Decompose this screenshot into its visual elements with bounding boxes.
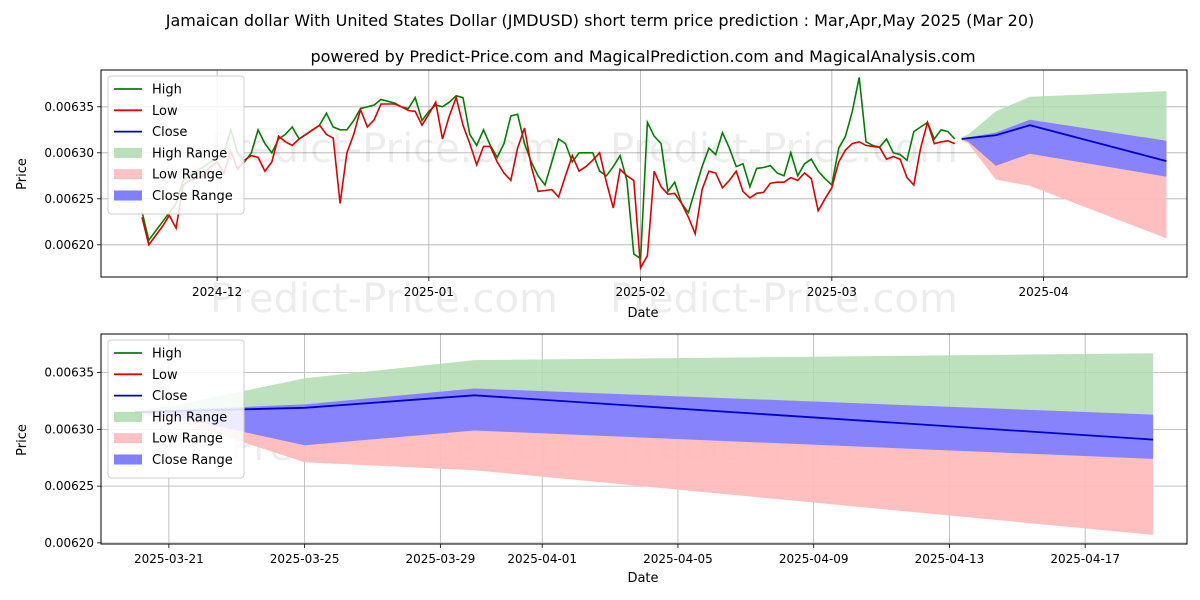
legend-label: High Range (152, 410, 227, 425)
history-x-axis-label: Date (627, 306, 658, 321)
y-tick-label: 0.00635 (44, 366, 94, 380)
forecast-panel: Predict-Price.com Predict-Price.com 0.00… (15, 333, 1188, 586)
x-tick-label: 2025-03-21 (134, 552, 204, 566)
legend-label: Low (152, 368, 178, 383)
x-tick-label: 2025-02 (616, 285, 666, 299)
y-tick-label: 0.00620 (44, 238, 94, 252)
legend-label: High (152, 83, 182, 98)
x-tick-label: 2025-04-05 (643, 552, 713, 566)
forecast-y-axis-label: Price (15, 424, 30, 456)
close-range-area (961, 119, 1167, 177)
watermark-top-2: Predict-Price.com (610, 126, 958, 172)
y-tick-label: 0.00630 (44, 422, 94, 436)
x-tick-label: 2024-12 (192, 285, 242, 299)
legend-close-range-swatch (114, 190, 142, 201)
legend-label: Close (152, 389, 187, 404)
legend-low-range-swatch (114, 433, 142, 444)
legend-label: High Range (152, 146, 227, 161)
watermark-top-4: Predict-Price.com (610, 276, 958, 322)
forecast-plot-frame (100, 333, 1188, 545)
legend-close-range-swatch (114, 454, 142, 465)
history-range-areas (961, 91, 1167, 239)
y-tick-label: 0.00630 (44, 146, 94, 160)
close-line (961, 124, 1167, 162)
close-range-area (134, 388, 1154, 459)
legend-high-range-swatch (114, 411, 142, 422)
legend-low-range-swatch (114, 169, 142, 180)
x-tick-label: 2025-04-13 (915, 552, 985, 566)
history-axis-ticks: 0.00620 0.00625 0.00630 0.00635 2024-12 2025-… (44, 100, 1068, 299)
history-legend: High Low Close High Range Low Range Close Ran… (107, 75, 245, 215)
low-line (141, 94, 956, 271)
y-tick-label: 0.00625 (44, 479, 94, 493)
forecast-legend: High Low Close High Range Low Range Close Ran… (107, 339, 245, 479)
y-tick-label: 0.00625 (44, 192, 94, 206)
watermark-top-3: Predict-Price.com (210, 276, 558, 322)
forecast-x-axis-label: Date (627, 571, 658, 586)
history-panel: Predict-Price.com Predict-Price.com Pred… (15, 69, 1188, 322)
x-tick-label: 2025-01 (404, 285, 454, 299)
x-tick-label: 2025-03-29 (406, 552, 476, 566)
legend-label: Low (152, 104, 178, 119)
y-tick-label: 0.00635 (44, 100, 94, 114)
x-tick-label: 2025-04 (1018, 285, 1068, 299)
legend-label: Close (152, 125, 187, 140)
x-tick-label: 2025-04-09 (779, 552, 849, 566)
history-series-lines (141, 77, 1167, 271)
x-tick-label: 2025-04-01 (507, 552, 577, 566)
chart-title: Jamaican dollar With United States Dolla… (165, 11, 1035, 30)
legend-label: Low Range (152, 168, 223, 183)
x-tick-label: 2025-03-25 (270, 552, 340, 566)
legend-label: Low Range (152, 432, 223, 447)
x-tick-label: 2025-04-17 (1050, 552, 1120, 566)
x-tick-label: 2025-03 (807, 285, 857, 299)
legend-label: Close Range (152, 453, 233, 468)
forecast-axis-ticks: 0.00620 0.00625 0.00630 0.00635 2025-03-21 20… (44, 366, 1120, 566)
y-tick-label: 0.00620 (44, 536, 94, 550)
legend-label: High (152, 347, 182, 362)
legend-label: Close Range (152, 189, 233, 204)
forecast-range-areas (134, 353, 1154, 535)
legend-high-range-swatch (114, 147, 142, 158)
history-plot-frame (100, 69, 1188, 278)
history-y-axis-label: Price (15, 158, 30, 190)
chart-subtitle: powered by Predict-Price.com and Magical… (310, 47, 975, 66)
